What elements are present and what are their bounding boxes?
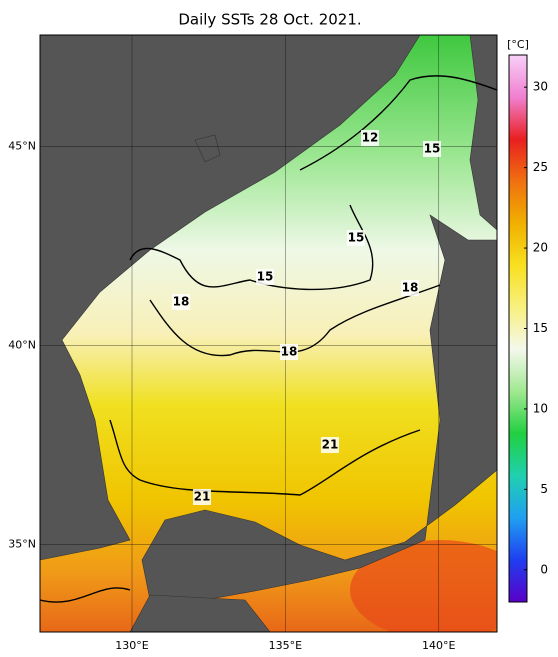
contour-label: 15 [424, 142, 441, 156]
contour-label-bg [193, 489, 211, 505]
contour-label-bg [361, 130, 379, 146]
map-area [40, 35, 497, 632]
contour-label: 12 [362, 131, 379, 145]
contour-label-bg [280, 344, 298, 360]
lat-tick-label: 35°N [8, 537, 36, 550]
contour-label-bg [321, 437, 339, 453]
warm-region [350, 540, 497, 632]
lat-tick-label: 45°N [8, 139, 36, 152]
contour-label: 15 [348, 231, 365, 245]
contour-label-bg [256, 269, 274, 285]
contour-label: 15 [257, 270, 274, 284]
contour-label: 21 [322, 438, 339, 452]
contour-label-bg [347, 230, 365, 246]
lat-tick-label: 40°N [8, 338, 36, 351]
land [40, 35, 497, 632]
contour-label: 18 [402, 281, 419, 295]
lon-tick-label: 140°E [422, 639, 455, 652]
colorbar-tick-label: 25 [533, 160, 548, 174]
title: Daily SSTs 28 Oct. 2021. [178, 11, 361, 29]
colorbar-tick-label: 15 [533, 321, 548, 335]
colorbar-tick-label: 30 [533, 80, 548, 94]
contour-label-bg [172, 294, 190, 310]
contours [40, 75, 497, 603]
colorbar-tick-label: 5 [540, 482, 548, 496]
map-frame [39, 34, 498, 633]
contour-label-bg [423, 141, 441, 157]
lon-tick-label: 130°E [115, 639, 148, 652]
contour-label: 18 [173, 295, 190, 309]
lon-tick-label: 135°E [269, 639, 302, 652]
contour-label: 21 [194, 490, 211, 504]
colorbar-tick-label: 0 [540, 562, 548, 576]
contour-label: 18 [281, 345, 298, 359]
colorbar-tick-label: 20 [533, 241, 548, 255]
colorbar-tick-label: 10 [533, 401, 548, 415]
contour-label-bg [401, 280, 419, 296]
colorbar-unit: [°C] [507, 38, 529, 51]
